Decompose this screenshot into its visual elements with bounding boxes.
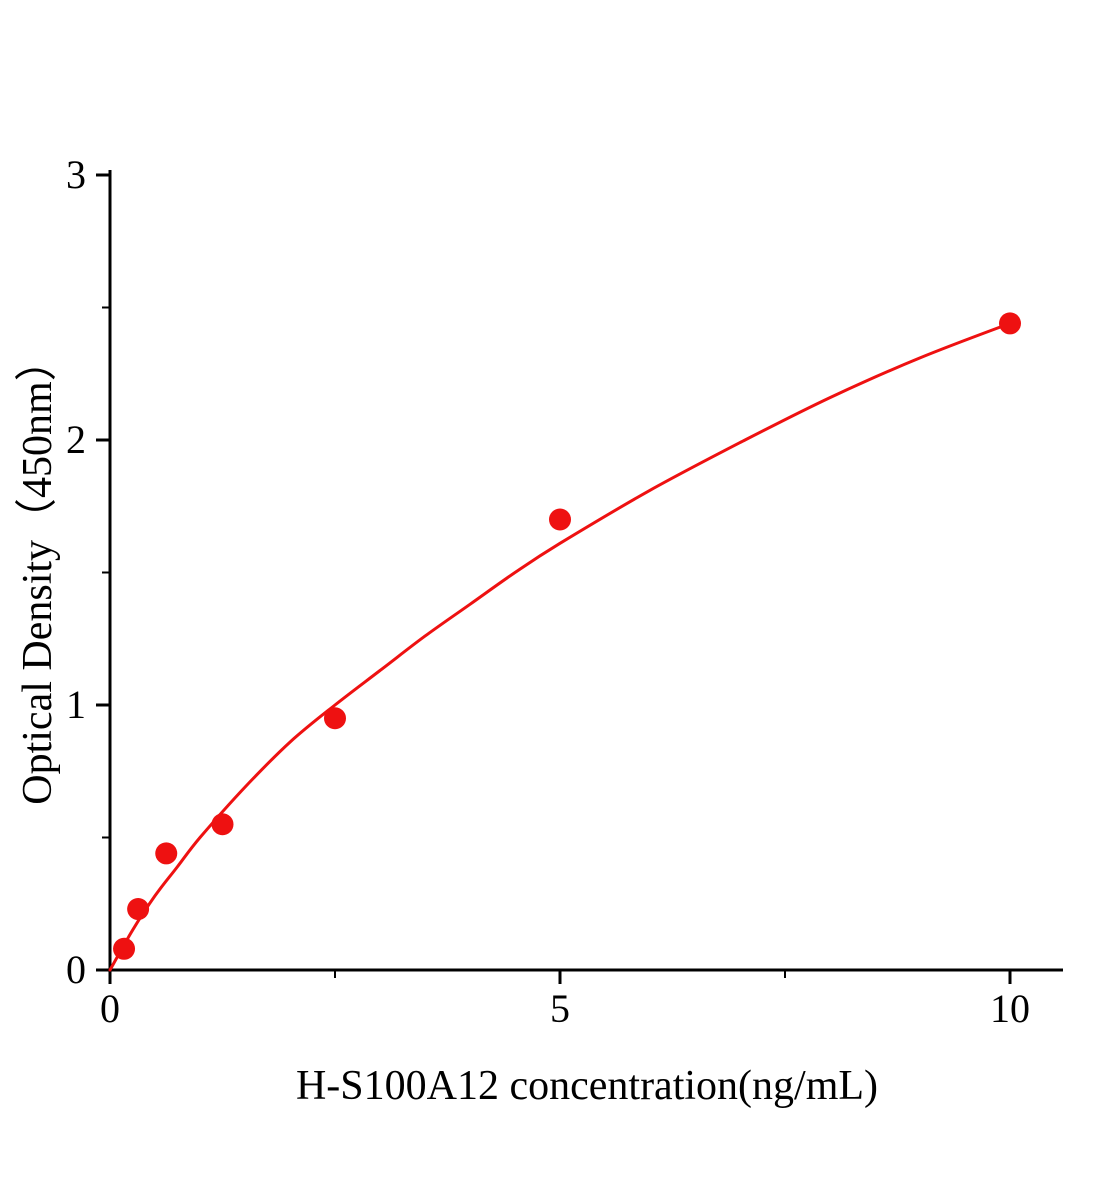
y-tick-label: 3 bbox=[66, 152, 86, 197]
x-axis-title: H-S100A12 concentration(ng/mL) bbox=[295, 1063, 879, 1109]
data-point bbox=[324, 707, 346, 730]
x-tick-label: 10 bbox=[990, 986, 1030, 1031]
y-tick-label: 0 bbox=[66, 947, 86, 992]
data-point bbox=[549, 508, 571, 531]
x-tick-label: 5 bbox=[550, 986, 570, 1031]
data-point bbox=[211, 813, 234, 836]
fit-curve-line bbox=[108, 321, 1012, 972]
x-tick-label: 0 bbox=[100, 986, 120, 1031]
y-tick-label: 2 bbox=[66, 417, 86, 462]
data-point bbox=[155, 842, 178, 865]
data-point bbox=[113, 937, 136, 960]
data-point bbox=[999, 312, 1021, 335]
data-point bbox=[127, 898, 150, 921]
y-axis-title: Optical Density（450nm） bbox=[15, 339, 61, 805]
y-tick-label: 1 bbox=[66, 682, 86, 727]
